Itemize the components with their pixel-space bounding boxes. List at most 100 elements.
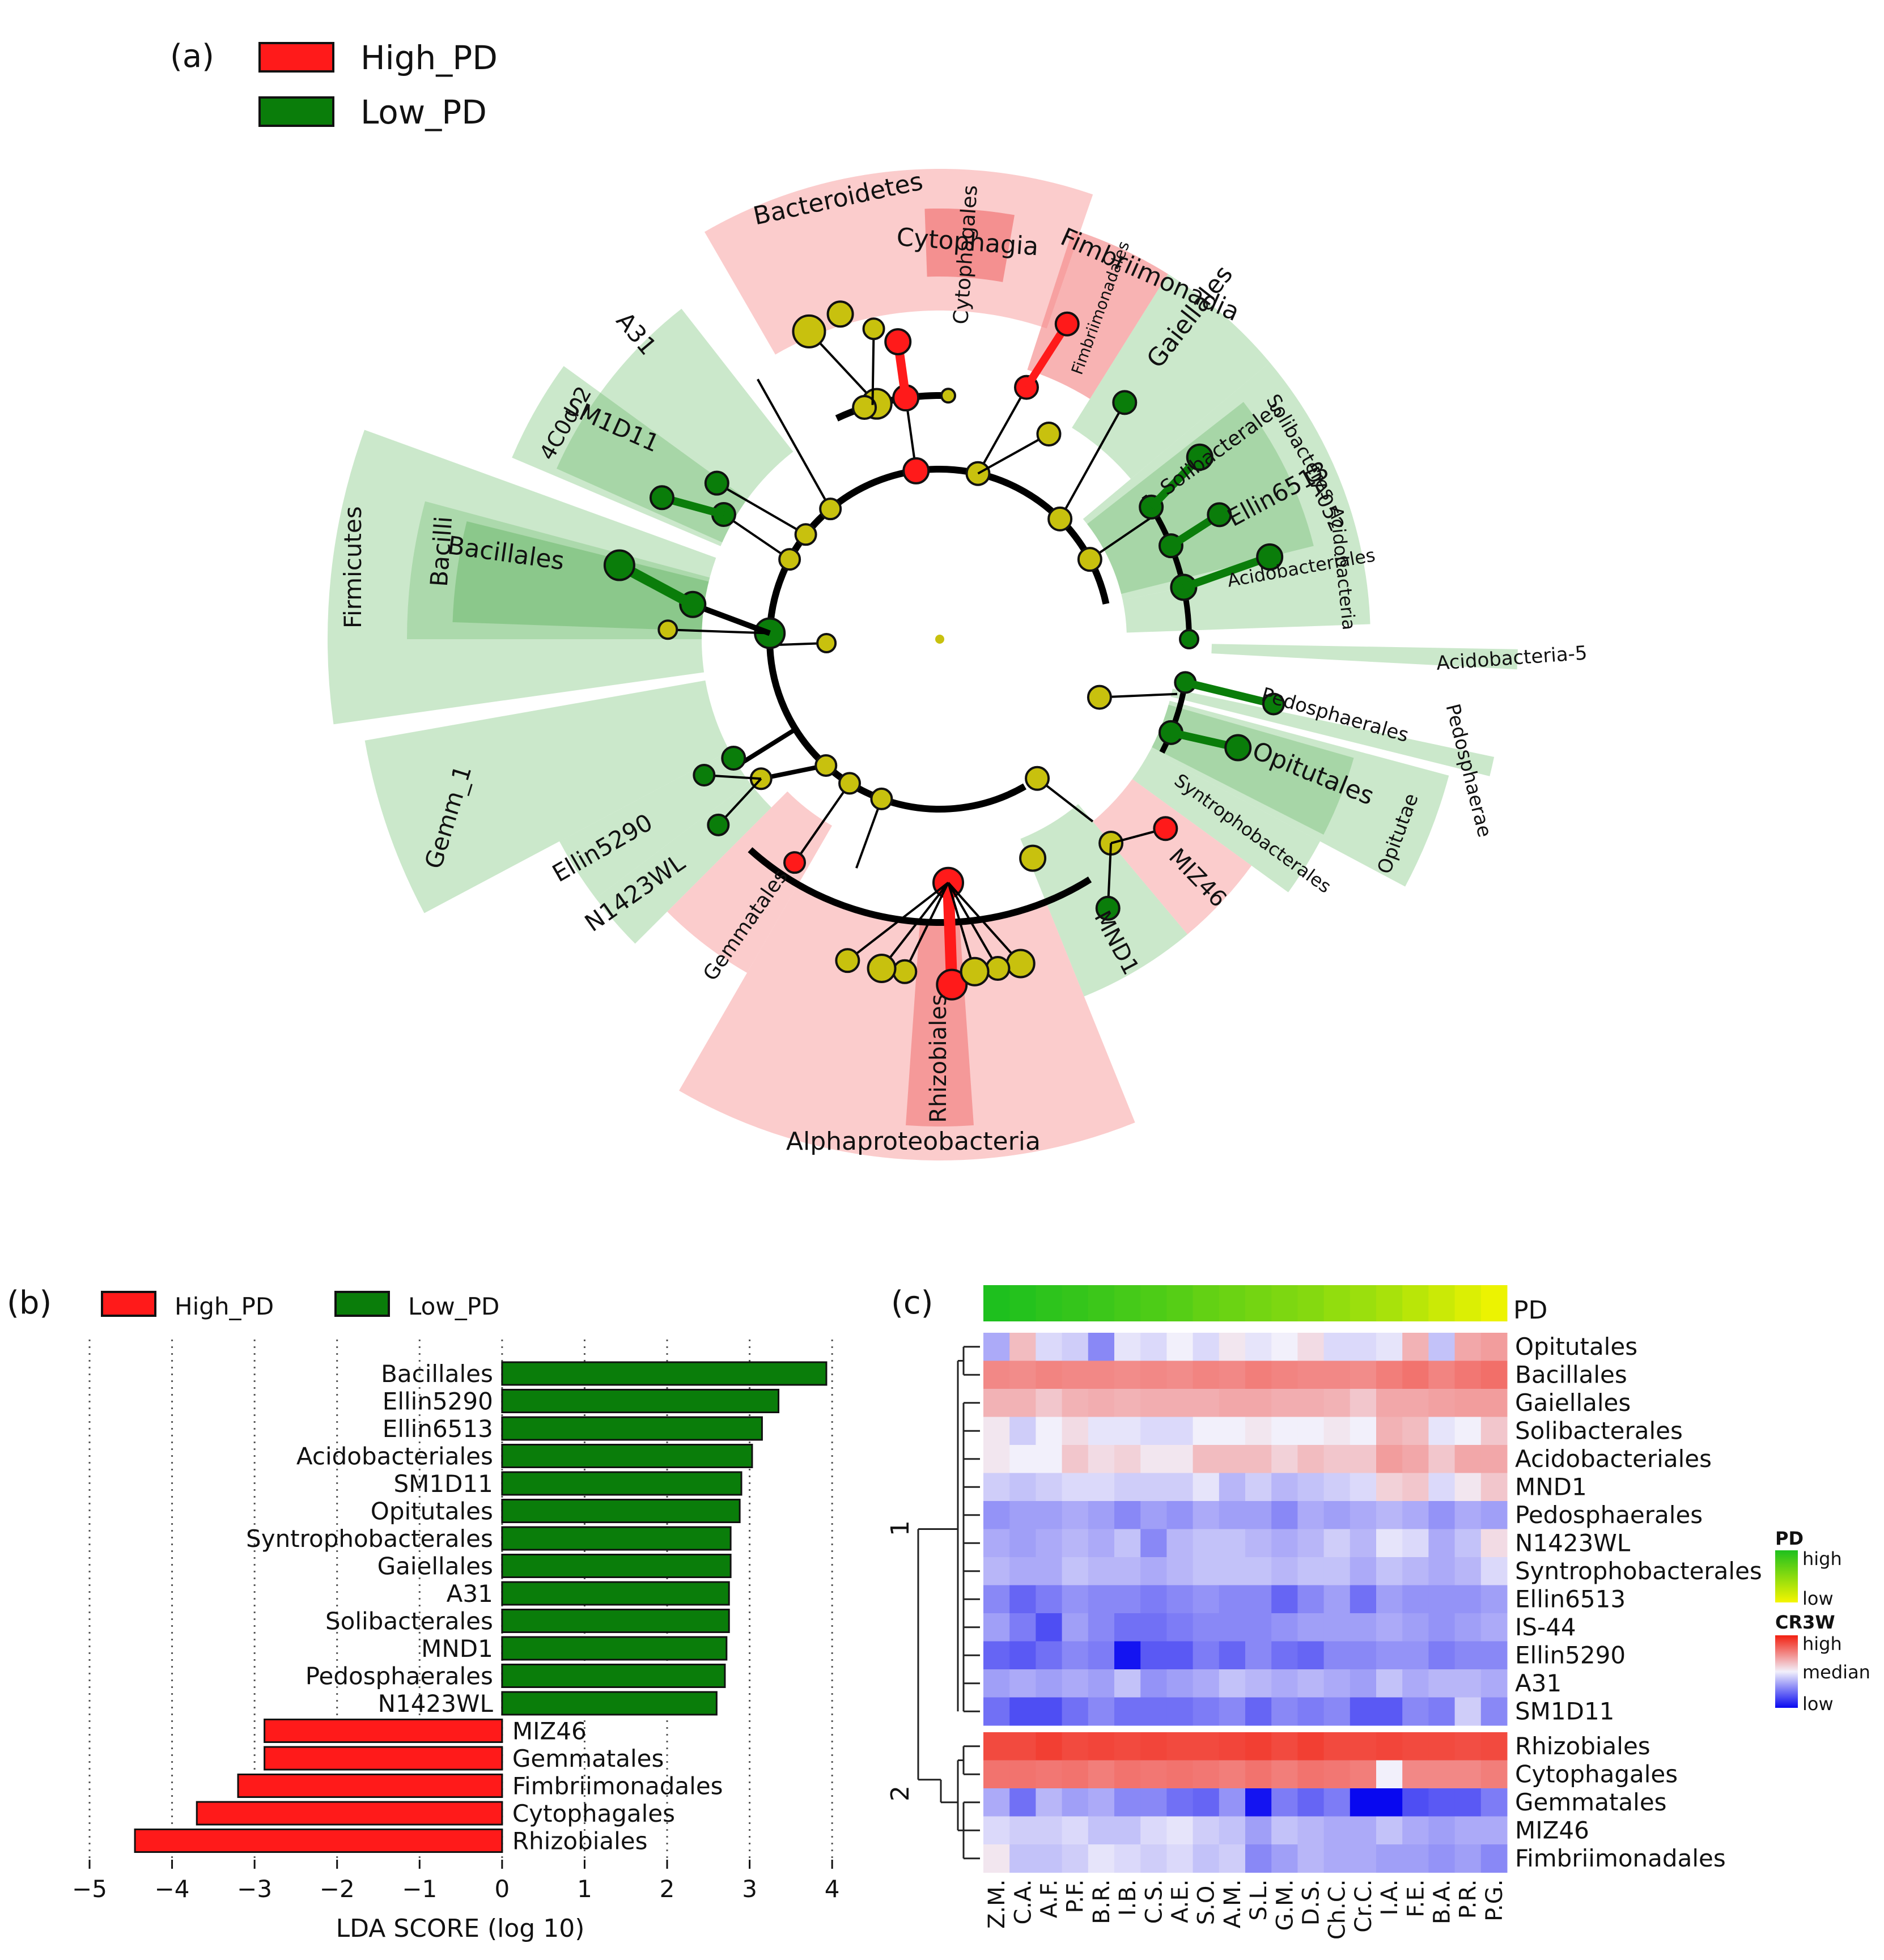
heatmap-cell <box>1245 1669 1272 1698</box>
heatmap-cell <box>1036 1501 1063 1529</box>
heatmap-cell <box>1114 1501 1141 1529</box>
heatmap-cell <box>1062 1529 1089 1558</box>
pd-color-bar <box>983 1285 1508 1321</box>
tree-node <box>819 498 842 521</box>
heatmap-cell <box>1271 1788 1298 1817</box>
heatmap-cell <box>1219 1760 1246 1789</box>
heatmap-cell <box>1245 1613 1272 1642</box>
heatmap-row-label: Solibacterales <box>1515 1417 1683 1444</box>
heatmap-cell <box>1219 1389 1246 1417</box>
tree-edge <box>880 882 949 970</box>
heatmap-cell <box>1350 1585 1377 1614</box>
tree-node <box>826 300 854 328</box>
heatmap-cell <box>1323 1669 1351 1698</box>
heatmap-cell <box>1323 1473 1351 1502</box>
heatmap-cell <box>1088 1641 1115 1670</box>
heatmap-row-label: IS-44 <box>1515 1613 1576 1641</box>
heatmap-cell <box>1454 1732 1482 1761</box>
heatmap-cell <box>1454 1333 1482 1361</box>
lda-bar-panel: (b) High_PD Low_PD BacillalesEllin5290El… <box>7 1285 840 1943</box>
heatmap-cell <box>1454 1669 1482 1698</box>
heatmap-cell <box>1402 1732 1429 1761</box>
heatmap-cell <box>1454 1389 1482 1417</box>
heatmap-cell <box>983 1389 1010 1417</box>
heatmap-cell <box>1193 1445 1220 1473</box>
heatmap-cell <box>1062 1760 1089 1789</box>
tree-edge <box>1023 321 1071 390</box>
heatmap-cell <box>1193 1585 1220 1614</box>
heatmap-cell <box>1376 1501 1403 1529</box>
heatmap-cell <box>1219 1501 1246 1529</box>
heatmap-panel: (c) PD OpitutalesBacillalesGaiellalesSol… <box>886 1285 1870 1940</box>
tree-edge <box>903 882 949 972</box>
heatmap-cell <box>1219 1585 1246 1614</box>
heatmap-cell <box>1140 1445 1167 1473</box>
heatmap-cell <box>1454 1585 1482 1614</box>
pd-cell <box>1009 1285 1036 1321</box>
heatmap-cell <box>1219 1844 1246 1873</box>
heatmap-cell <box>1193 1669 1220 1698</box>
heatmap-cell <box>1166 1816 1194 1845</box>
heatmap-row-label: Rhizobiales <box>1515 1732 1650 1760</box>
pd-cell <box>983 1285 1010 1321</box>
heatmap-cell <box>1297 1360 1325 1389</box>
pd-legend-high: high <box>1802 1548 1842 1570</box>
heatmap-cell <box>1297 1816 1325 1845</box>
root-node <box>935 635 944 644</box>
heatmap-column-label: P.R. <box>1456 1880 1482 1919</box>
heatmap-cell <box>1009 1417 1036 1445</box>
heatmap-cell <box>1009 1501 1036 1529</box>
heatmap-cell <box>1376 1788 1403 1817</box>
value-legend-low: low <box>1802 1693 1834 1715</box>
tree-node <box>1036 421 1062 447</box>
heatmap-cell <box>1480 1557 1508 1585</box>
tree-node <box>862 317 885 341</box>
heatmap-cell <box>1480 1473 1508 1502</box>
heatmap-cell <box>1402 1360 1429 1389</box>
tree-node <box>778 548 801 571</box>
heatmap-column-label: A.F. <box>1037 1880 1063 1919</box>
heatmap-cell <box>1350 1389 1377 1417</box>
node-miz46 <box>1153 816 1178 841</box>
lda-bar-label: Cytophagales <box>512 1800 675 1827</box>
clade-label: Rhizobiales <box>926 994 952 1123</box>
cladogram-panel: (a) High_PD Low_PD BacteroidetesCytophag… <box>170 38 1588 1161</box>
lda-x-axis: −5 −4 −3 −2 −1 0 1 2 3 4 <box>72 1860 840 1903</box>
heatmap-cell <box>1140 1473 1167 1502</box>
tree-node <box>1047 506 1073 532</box>
heatmap-column-label: C.A. <box>1010 1880 1036 1925</box>
heatmap-cell <box>1402 1613 1429 1642</box>
heatmap-cell <box>1271 1360 1298 1389</box>
tree-node <box>892 959 918 984</box>
value-legend-gradient <box>1775 1635 1798 1708</box>
heatmap-cell <box>1480 1641 1508 1670</box>
heatmap-cell <box>1009 1641 1036 1670</box>
heatmap-cell <box>1297 1669 1325 1698</box>
heatmap-cell <box>1271 1501 1298 1529</box>
pd-cell <box>1114 1285 1141 1321</box>
heatmap-cell <box>1036 1445 1063 1473</box>
heatmap-cell <box>1350 1697 1377 1726</box>
heatmap-cell <box>1376 1732 1403 1761</box>
heatmap-cell <box>1114 1788 1141 1817</box>
heatmap-row-label: Gaiellales <box>1515 1389 1631 1417</box>
lda-bar <box>501 1636 728 1661</box>
heatmap-cell <box>1114 1360 1141 1389</box>
lda-x-tick-label: −2 <box>320 1875 355 1903</box>
tree-edge <box>691 602 771 636</box>
heatmap-cell <box>1088 1501 1115 1529</box>
heatmap-cell <box>983 1844 1010 1873</box>
heatmap-cell <box>1088 1613 1115 1642</box>
lda-bar-label: SM1D11 <box>393 1470 493 1498</box>
tree-edge <box>1184 678 1275 708</box>
heatmap-cell <box>1088 1669 1115 1698</box>
heatmap-cell <box>1036 1816 1063 1845</box>
clade-bg-bacillales <box>452 521 709 631</box>
tree-node <box>940 388 957 404</box>
heatmap-cell <box>1350 1732 1377 1761</box>
heatmap-cell <box>1271 1585 1298 1614</box>
row-dendrogram <box>917 1346 980 1860</box>
clade-bg-ellin5290 <box>559 751 750 899</box>
lda-legend-low-label: Low_PD <box>408 1293 499 1320</box>
heatmap-cell <box>1166 1557 1194 1585</box>
